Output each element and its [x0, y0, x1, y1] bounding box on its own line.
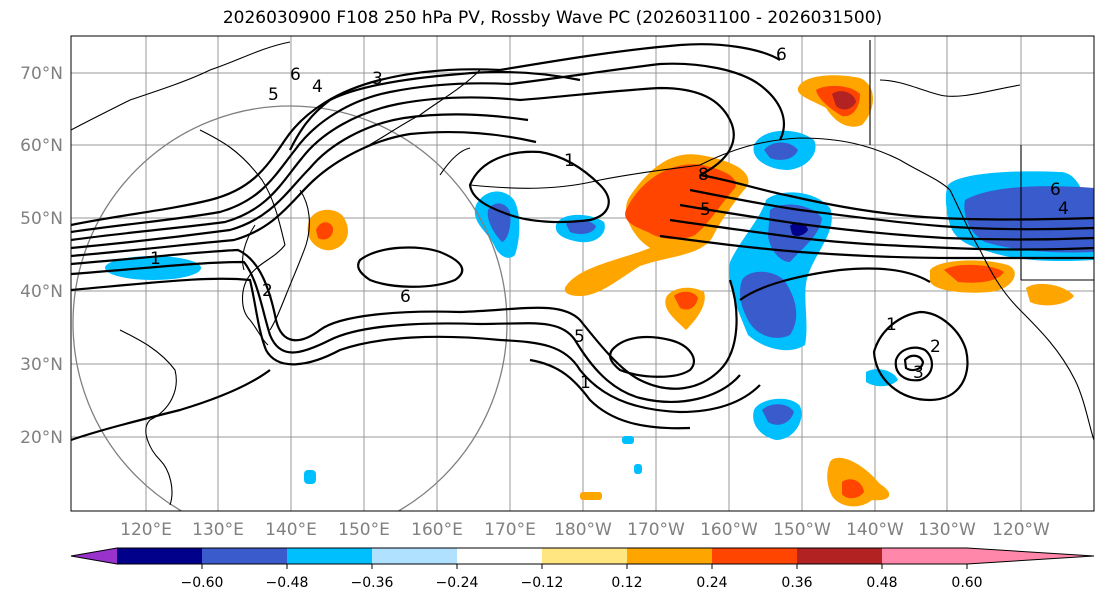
lon-label: 150°W: [773, 520, 831, 540]
lon-label: 150°E: [338, 520, 390, 540]
contour-label: 2: [930, 337, 941, 357]
positive-anomaly: [944, 264, 1004, 283]
colorbar-seg: [287, 548, 372, 564]
contour-label: 1: [580, 373, 591, 393]
contour-label: 6: [776, 45, 787, 65]
colorbar-seg: [627, 548, 712, 564]
pv-contours: [71, 43, 1094, 442]
lon-label: 170°W: [627, 520, 685, 540]
lon-label: 180°W: [554, 520, 612, 540]
colorbar-tick-label: −0.12: [521, 575, 564, 591]
colorbar-seg: [372, 548, 457, 564]
contour-label: 1: [886, 315, 897, 335]
contour-label: 6: [400, 287, 411, 307]
lat-axis: 70°N 60°N 50°N 40°N 30°N 20°N: [20, 64, 63, 448]
colorbar-tick-label: −0.36: [351, 575, 394, 591]
colorbar-seg: [457, 548, 542, 564]
positive-anomaly: [625, 164, 736, 240]
lat-label: 40°N: [20, 282, 63, 302]
map-frame: [70, 35, 1095, 512]
negative-anomaly: [566, 219, 596, 234]
lon-label: 170°E: [484, 520, 536, 540]
colorbar-seg: [202, 548, 287, 564]
contour-label: 1: [150, 249, 161, 269]
contour-label: 5: [574, 327, 585, 347]
contour-label: 3: [913, 363, 924, 383]
colorbar-seg: [71, 548, 117, 564]
colorbar-tick-label: −0.48: [266, 575, 309, 591]
lon-label: 120°E: [120, 520, 172, 540]
lat-label: 50°N: [20, 209, 63, 229]
map-title: 2026030900 F108 250 hPa PV, Rossby Wave …: [222, 8, 883, 28]
colorbar-tick-label: 0.48: [866, 575, 897, 591]
colorbar-seg: [117, 548, 202, 564]
colorbar-outline: [70, 547, 1095, 565]
lat-label: 70°N: [20, 64, 63, 84]
lat-label: 20°N: [20, 428, 63, 448]
positive-anomaly: [832, 91, 856, 110]
negative-anomaly: [764, 142, 798, 160]
contour-label: 5: [700, 200, 711, 220]
colorbar-seg: [542, 548, 627, 564]
lat-label: 60°N: [20, 136, 63, 156]
colorbar-seg: [712, 548, 797, 564]
lon-label: 120°W: [992, 520, 1050, 540]
contour-label: 8: [698, 165, 709, 185]
lat-label: 30°N: [20, 355, 63, 375]
positive-anomaly: [842, 479, 864, 499]
shading-layer: [105, 75, 1094, 507]
contour-labels: 6 5 4 3 1 2 1 8 6 5 4 6 6 5 1 2 3 1: [150, 45, 1069, 393]
colorbar: −0.60 −0.48 −0.36 −0.24 −0.12 0.12 0.24 …: [70, 547, 1095, 591]
colorbar-seg: [797, 548, 882, 564]
contour-label: 4: [1058, 199, 1069, 219]
colorbar-tick-label: 0.36: [781, 575, 812, 591]
lon-label: 140°W: [846, 520, 904, 540]
lon-label: 160°E: [411, 520, 463, 540]
colorbar-tick-label: 0.24: [696, 575, 727, 591]
lon-label: 130°E: [192, 520, 244, 540]
lon-axis: 120°E 130°E 140°E 150°E 160°E 170°E 180°…: [120, 520, 1050, 540]
positive-anomaly: [580, 492, 602, 500]
positive-anomaly: [1026, 283, 1074, 306]
colorbar-seg: [882, 548, 967, 564]
negative-anomaly: [622, 436, 634, 444]
contour-label: 6: [1050, 180, 1061, 200]
positive-anomaly: [316, 222, 334, 240]
colorbar-seg: [967, 548, 1094, 564]
lon-label: 130°W: [918, 520, 976, 540]
negative-anomaly: [740, 271, 797, 338]
contour-label: 6: [290, 65, 301, 85]
lon-label: 160°W: [700, 520, 758, 540]
contour-label: 1: [564, 151, 575, 171]
positive-anomaly: [674, 291, 698, 310]
negative-anomaly: [762, 404, 794, 425]
colorbar-tick-label: −0.24: [436, 575, 479, 591]
colorbar-tick-label: −0.60: [181, 575, 224, 591]
contour-label: 2: [262, 281, 273, 301]
negative-anomaly: [304, 470, 316, 484]
contour-label: 3: [372, 69, 383, 89]
colorbar-tick-label: 0.12: [611, 575, 642, 591]
contour-label: 5: [268, 85, 279, 105]
colorbar-tick-label: 0.60: [951, 575, 982, 591]
contour-label: 4: [312, 77, 323, 97]
lon-label: 140°E: [265, 520, 317, 540]
negative-anomaly: [790, 222, 808, 237]
negative-anomaly: [634, 464, 642, 474]
